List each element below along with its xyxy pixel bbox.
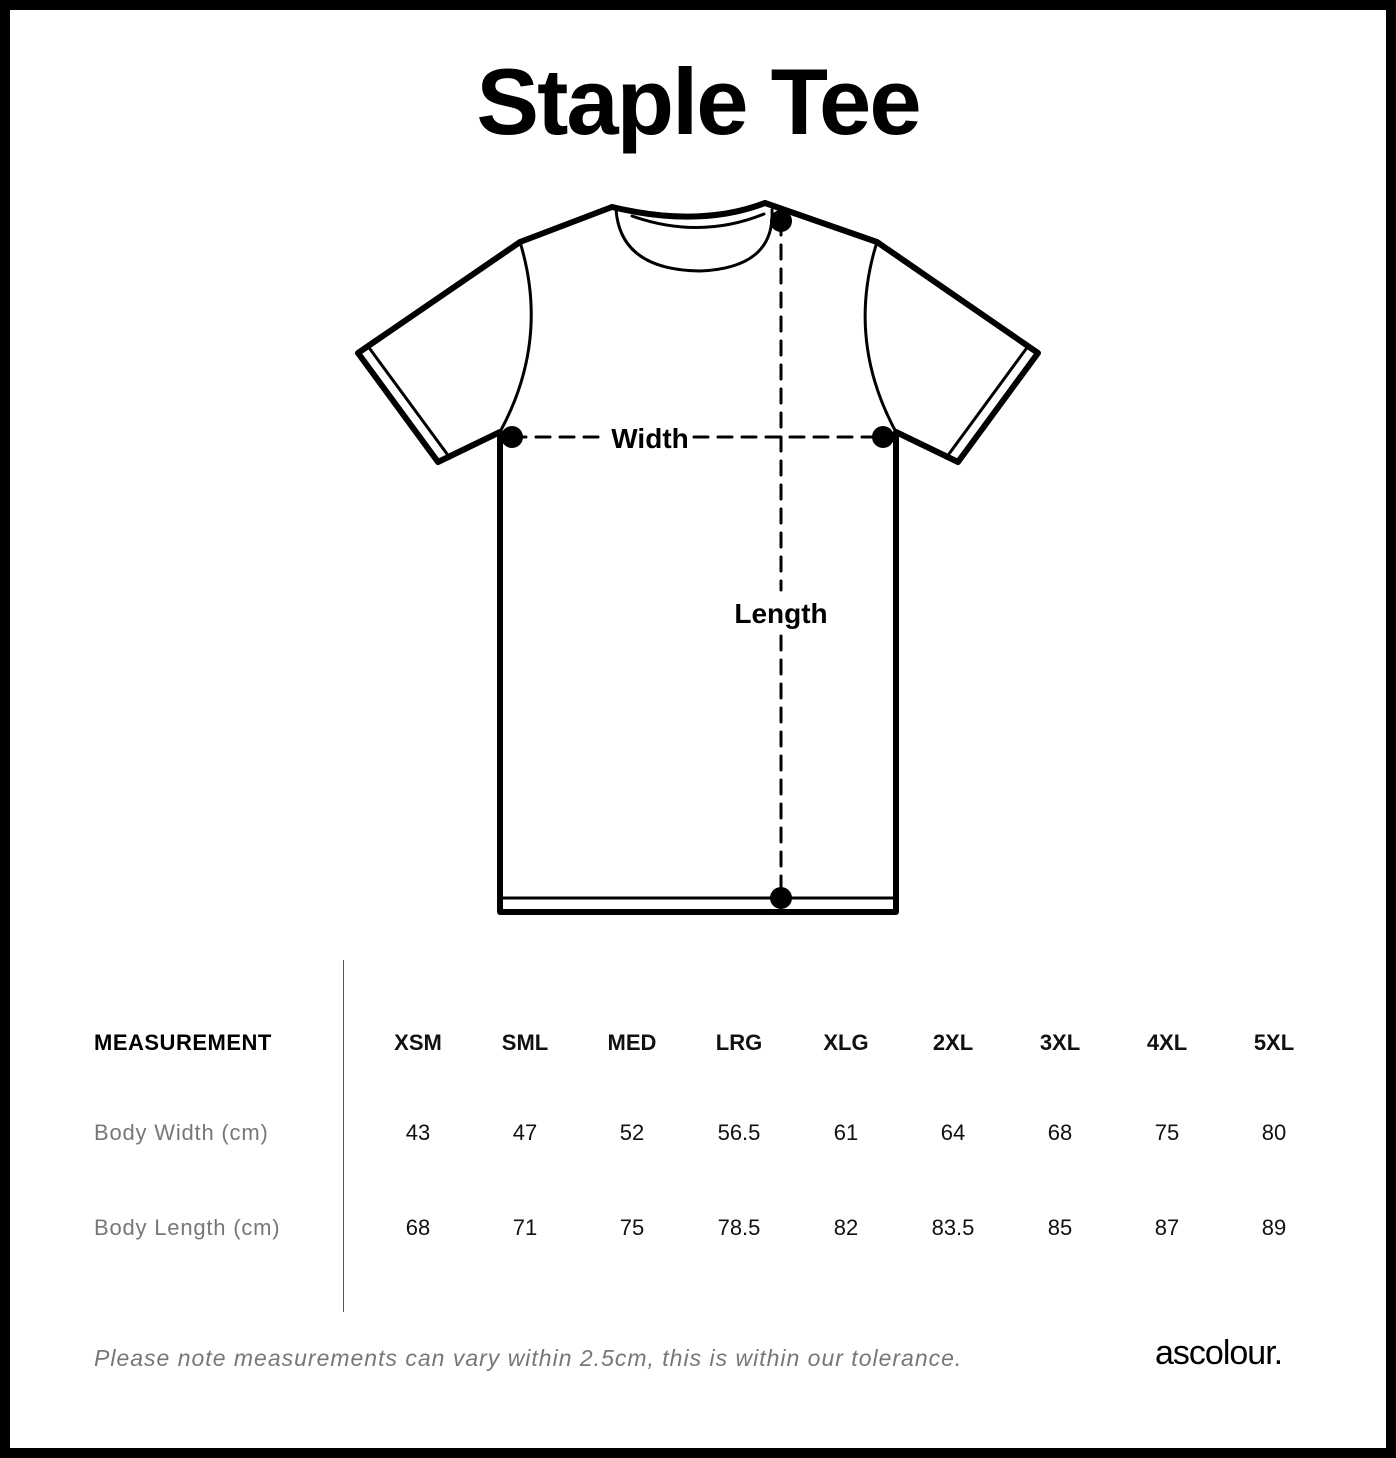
- table-cell: 61: [833, 1120, 859, 1145]
- table-cell: 68: [1047, 1120, 1073, 1145]
- width-point-left: [501, 426, 523, 448]
- brand-logo: ascolour.: [1155, 1334, 1283, 1372]
- table-row: Body Length (cm) 68 71 75 78.5 82 83.5 85 87 89: [0, 1215, 1396, 1245]
- table-cell: 80: [1261, 1120, 1287, 1145]
- size-header: 2XL: [932, 1030, 974, 1055]
- tee-outline: [355, 200, 1041, 915]
- table-cell: 82: [833, 1215, 859, 1240]
- table-cell: 75: [619, 1215, 645, 1240]
- table-cell: 83.5: [931, 1215, 975, 1240]
- table-cell: 64: [940, 1120, 966, 1145]
- length-point-top: [770, 210, 792, 232]
- table-row: Body Width (cm) 43 47 52 56.5 61 64 68 75 80: [0, 1120, 1396, 1150]
- table-cell: 43: [405, 1120, 431, 1145]
- size-header: 3XL: [1039, 1030, 1081, 1055]
- size-header: XSM: [394, 1030, 442, 1055]
- sleeve-hem-left: [368, 347, 452, 460]
- table-cell: 56.5: [717, 1120, 761, 1145]
- table-cell: 87: [1154, 1215, 1180, 1240]
- size-header: MED: [607, 1030, 657, 1055]
- table-header: MEASUREMENT XSM SML MED LRG XLG 2XL 3XL 4XL 5XL: [0, 1030, 1396, 1060]
- size-header: LRG: [715, 1030, 763, 1055]
- length-label: Length: [734, 598, 827, 629]
- row-label: Body Width (cm): [94, 1120, 269, 1145]
- table-cell: 68: [405, 1215, 431, 1240]
- size-header: SML: [501, 1030, 549, 1055]
- table-cell: 85: [1047, 1215, 1073, 1240]
- table-cell: 78.5: [717, 1215, 761, 1240]
- sleeve-hem-right: [944, 347, 1028, 460]
- tolerance-note: Please note measurements can vary within…: [94, 1345, 963, 1371]
- size-header: 5XL: [1253, 1030, 1295, 1055]
- table-cell: 89: [1261, 1215, 1287, 1240]
- size-header: 4XL: [1146, 1030, 1188, 1055]
- table-cell: 71: [512, 1215, 538, 1240]
- collar-line: [630, 212, 766, 229]
- width-point-right: [872, 426, 894, 448]
- table-cell: 47: [512, 1120, 538, 1145]
- row-label: Body Length (cm): [94, 1215, 281, 1240]
- page-title: Staple Tee: [476, 49, 921, 154]
- tee-diagram: Width Length: [355, 200, 1041, 915]
- table-cell: 75: [1154, 1120, 1180, 1145]
- header-label: MEASUREMENT: [94, 1030, 272, 1055]
- length-point-bottom: [770, 887, 792, 909]
- sleeve-seam-right: [863, 240, 898, 434]
- collar-inner: [614, 207, 774, 273]
- sleeve-seam-left: [498, 240, 533, 434]
- size-header: XLG: [823, 1030, 869, 1055]
- neckline: [609, 200, 768, 220]
- table-cell: 52: [619, 1120, 645, 1145]
- table-divider: [343, 960, 344, 1312]
- width-label: Width: [611, 423, 689, 454]
